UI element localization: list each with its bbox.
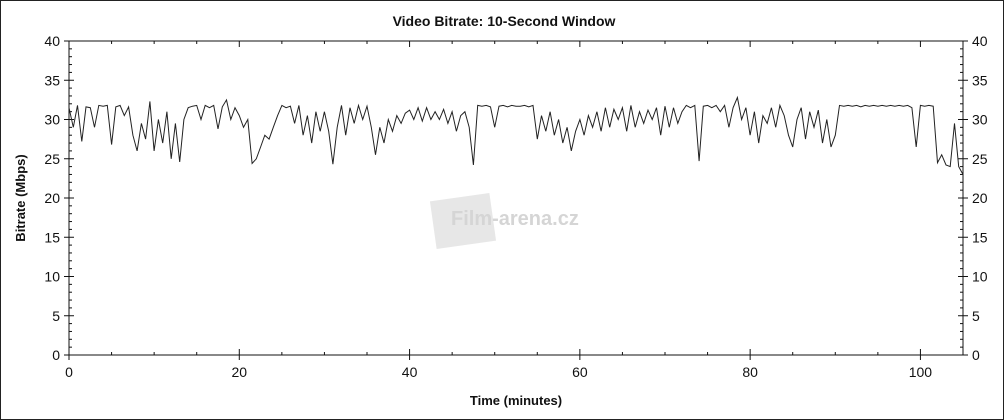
clapperboard-icon xyxy=(429,193,497,249)
y-tick-label-right: 0 xyxy=(972,347,980,363)
y-tick-label-left: 25 xyxy=(44,151,60,167)
watermark-text: Film-arena.cz xyxy=(451,208,579,230)
y-tick-label-right: 5 xyxy=(972,308,980,324)
y-tick-label-left: 0 xyxy=(52,347,60,363)
x-tick-label: 100 xyxy=(909,364,933,380)
y-tick-label-left: 15 xyxy=(44,229,60,245)
y-tick-label-right: 25 xyxy=(972,151,988,167)
plot-frame xyxy=(68,40,964,356)
x-tick-label: 0 xyxy=(65,364,73,380)
x-tick-label: 60 xyxy=(572,364,588,380)
x-tick-label: 80 xyxy=(742,364,758,380)
y-tick-label-right: 15 xyxy=(972,229,988,245)
y-tick-label-left: 30 xyxy=(44,112,60,128)
y-tick-label-left: 40 xyxy=(44,33,60,49)
y-tick-label-right: 40 xyxy=(972,33,988,49)
y-axis-label: Bitrate (Mbps) xyxy=(13,154,28,241)
x-axis-label: Time (minutes) xyxy=(470,393,562,408)
y-tick-label-left: 20 xyxy=(44,190,60,206)
y-tick-label-left: 5 xyxy=(52,308,60,324)
y-tick-label-right: 10 xyxy=(972,269,988,285)
y-tick-label-right: 30 xyxy=(972,112,988,128)
x-tick-label: 40 xyxy=(402,364,418,380)
y-tick-label-right: 20 xyxy=(972,190,988,206)
y-tick-label-right: 35 xyxy=(972,72,988,88)
y-tick-label-left: 10 xyxy=(44,269,60,285)
chart-title: Video Bitrate: 10-Second Window xyxy=(393,13,616,29)
bitrate-series-line xyxy=(68,95,964,175)
watermark-logo: Film-arena.cz xyxy=(429,193,579,249)
y-tick-label-left: 35 xyxy=(44,72,60,88)
x-tick-label: 20 xyxy=(231,364,247,380)
